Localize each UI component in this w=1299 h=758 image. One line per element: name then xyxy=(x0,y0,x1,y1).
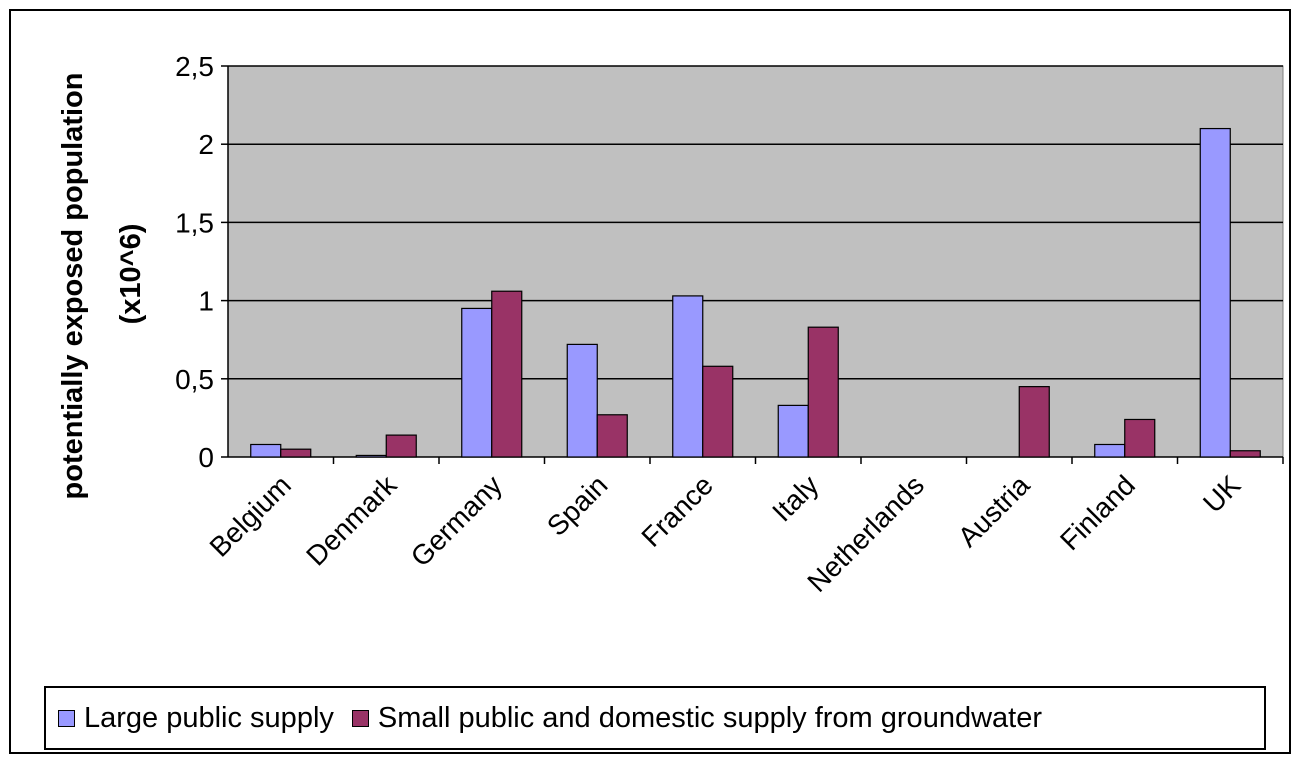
y-axis-title-unit: (x10^6) xyxy=(115,224,147,325)
y-tick-label: 0 xyxy=(198,442,214,473)
bar-small-public-domestic-supply xyxy=(807,326,839,458)
bar-large-public-supply xyxy=(672,295,704,458)
bar-small-public-domestic-supply xyxy=(702,365,734,458)
legend-label: Small public and domestic supply from gr… xyxy=(377,701,1042,734)
bar-small-public-domestic-supply xyxy=(596,414,628,458)
bar-small-public-domestic-supply xyxy=(280,448,312,458)
x-tick-label: Italy xyxy=(766,469,824,527)
bar-large-public-supply xyxy=(355,454,387,458)
y-tick-label: 1,5 xyxy=(175,207,214,238)
bar-small-public-domestic-supply xyxy=(1229,450,1261,458)
x-tick-label: Belgium xyxy=(204,469,297,562)
legend-item-large-public-supply: Large public supply xyxy=(58,702,334,735)
bar-large-public-supply xyxy=(1199,127,1231,458)
bar-large-public-supply xyxy=(566,343,598,458)
bar-large-public-supply xyxy=(1094,443,1126,458)
x-tick-label: Austria xyxy=(952,469,1036,553)
x-tick-label: Germany xyxy=(405,469,508,572)
plot-area xyxy=(227,65,1284,458)
y-tick-label: 1 xyxy=(198,286,214,317)
x-tick-label: France xyxy=(635,469,719,553)
bar-large-public-supply xyxy=(777,404,809,458)
y-tick-label: 0,5 xyxy=(175,364,214,395)
x-tick-label: Finland xyxy=(1054,469,1141,556)
chart-legend: Large public supply Small public and dom… xyxy=(44,686,1266,750)
y-tick-label: 2 xyxy=(198,129,214,160)
bar-small-public-domestic-supply xyxy=(491,290,523,458)
x-tick-label: Denmark xyxy=(300,469,403,572)
x-tick-label: UK xyxy=(1197,469,1247,519)
legend-item-small-public-domestic-supply: Small public and domestic supply from gr… xyxy=(351,701,1042,735)
bar-small-public-domestic-supply xyxy=(1124,418,1156,458)
bar-small-public-domestic-supply xyxy=(385,434,417,458)
x-tick-label: Spain xyxy=(541,469,614,542)
y-axis-title: potentially exposed population xyxy=(57,73,89,500)
y-tick-label: 2,5 xyxy=(175,51,214,82)
bar-small-public-domestic-supply xyxy=(1018,386,1050,458)
legend-swatch xyxy=(58,709,75,727)
bar-large-public-supply xyxy=(461,307,493,458)
legend-label: Large public supply xyxy=(84,701,334,734)
legend-swatch xyxy=(351,709,369,727)
bar-large-public-supply xyxy=(250,443,282,458)
